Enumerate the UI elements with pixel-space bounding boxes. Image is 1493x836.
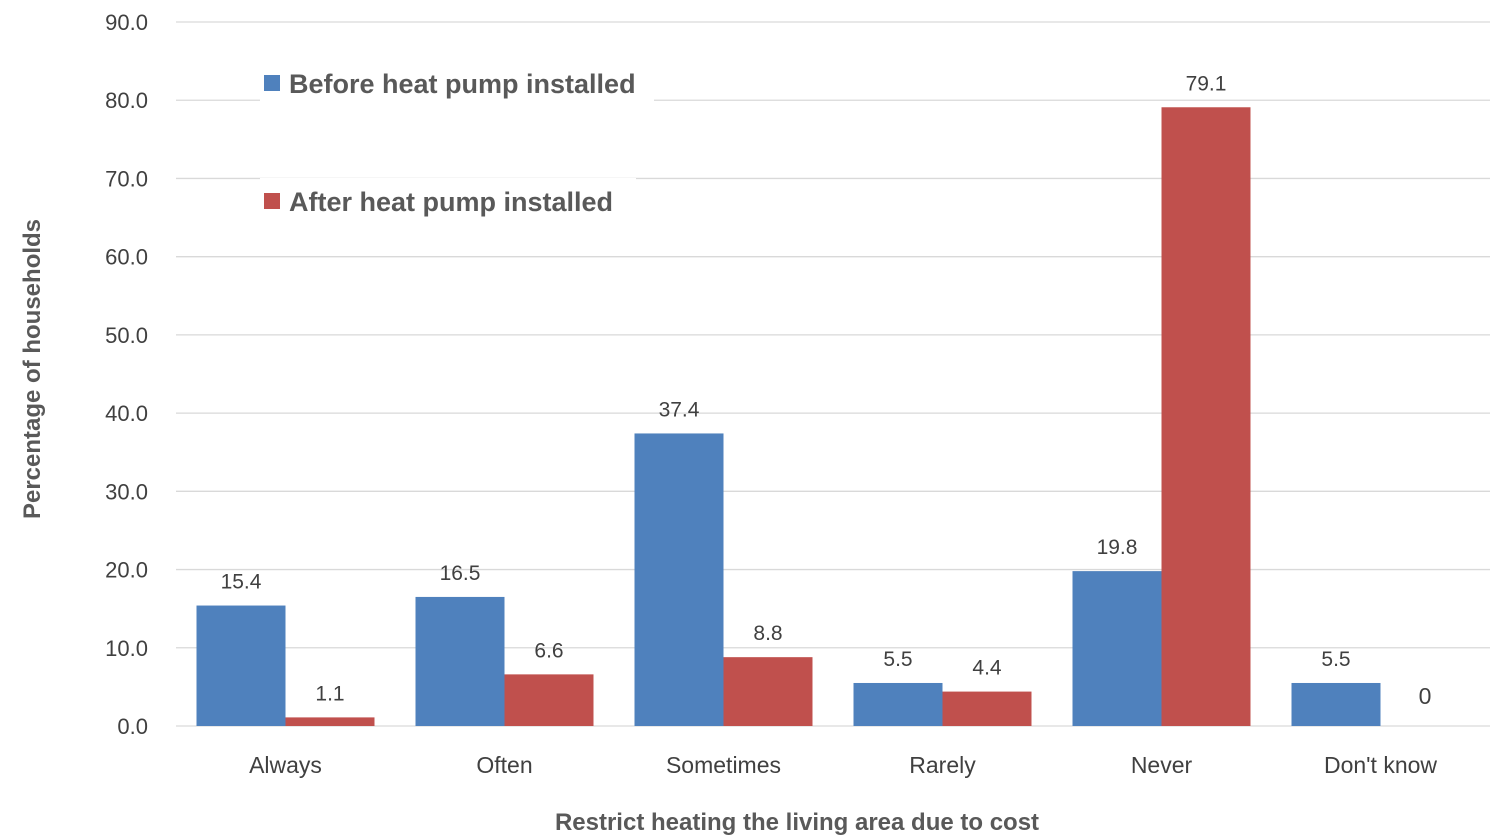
data-label: 8.8 (753, 622, 782, 645)
bar (1291, 682, 1381, 726)
bar (504, 674, 594, 726)
x-tick-label: Often (476, 752, 532, 778)
legend-background (260, 178, 636, 222)
data-label: 16.5 (440, 562, 481, 585)
data-label: 79.1 (1186, 72, 1227, 95)
data-label: 19.8 (1097, 536, 1138, 559)
bars (196, 107, 1381, 727)
data-label: 4.4 (972, 657, 1002, 680)
legend-item: Before heat pump installed (260, 60, 654, 104)
data-label: 0 (1419, 683, 1432, 709)
data-label: 5.5 (883, 648, 912, 671)
bar (723, 657, 813, 726)
bar (1161, 107, 1251, 727)
y-axis-ticks: 0.0 10.0 20.0 30.0 40.0 50.0 60.0 70.0 80.0 90.0 (105, 10, 148, 739)
x-tick-label: Don't know (1324, 752, 1437, 778)
bar (634, 433, 724, 726)
y-tick-label: 10.0 (105, 636, 148, 661)
y-tick-label: 20.0 (105, 558, 148, 583)
y-tick-label: 50.0 (105, 323, 148, 348)
y-tick-label: 60.0 (105, 245, 148, 270)
data-label: 37.4 (659, 398, 700, 421)
y-axis-title: Percentage of households (19, 219, 46, 519)
legend-label: Before heat pump installed (289, 69, 636, 99)
y-tick-label: 30.0 (105, 479, 148, 504)
bar (853, 682, 943, 726)
data-label: 15.4 (221, 571, 262, 594)
x-tick-label: Never (1131, 752, 1193, 778)
bar (285, 717, 375, 726)
legend: Before heat pump installed After heat pum… (260, 60, 654, 222)
data-label: 6.6 (534, 639, 563, 662)
legend-swatch (264, 75, 280, 91)
y-tick-label: 70.0 (105, 166, 148, 191)
y-tick-label: 0.0 (117, 714, 148, 739)
x-tick-label: Sometimes (666, 752, 781, 778)
y-tick-label: 40.0 (105, 401, 148, 426)
legend-swatch (264, 193, 280, 209)
y-tick-label: 80.0 (105, 88, 148, 113)
data-labels: 15.4 1.1 16.5 6.6 37.4 8.8 5.5 4.4 19.8 79.1 5.5 0 (221, 72, 1432, 709)
bar (415, 596, 505, 726)
bar (1072, 571, 1162, 726)
x-axis-title: Restrict heating the living area due to … (555, 809, 1039, 836)
bar (196, 605, 286, 726)
data-label: 1.1 (315, 682, 344, 705)
legend-item: After heat pump installed (260, 178, 636, 222)
x-tick-label: Always (249, 752, 322, 778)
legend-label: After heat pump installed (289, 187, 613, 217)
x-tick-label: Rarely (909, 752, 976, 778)
data-label: 5.5 (1321, 648, 1350, 671)
x-axis-categories: Always Often Sometimes Rarely Never Don't kno… (249, 752, 1437, 778)
gridlines (176, 21, 1490, 727)
legend-background (260, 60, 654, 104)
y-tick-label: 90.0 (105, 10, 148, 35)
bar (942, 691, 1032, 726)
